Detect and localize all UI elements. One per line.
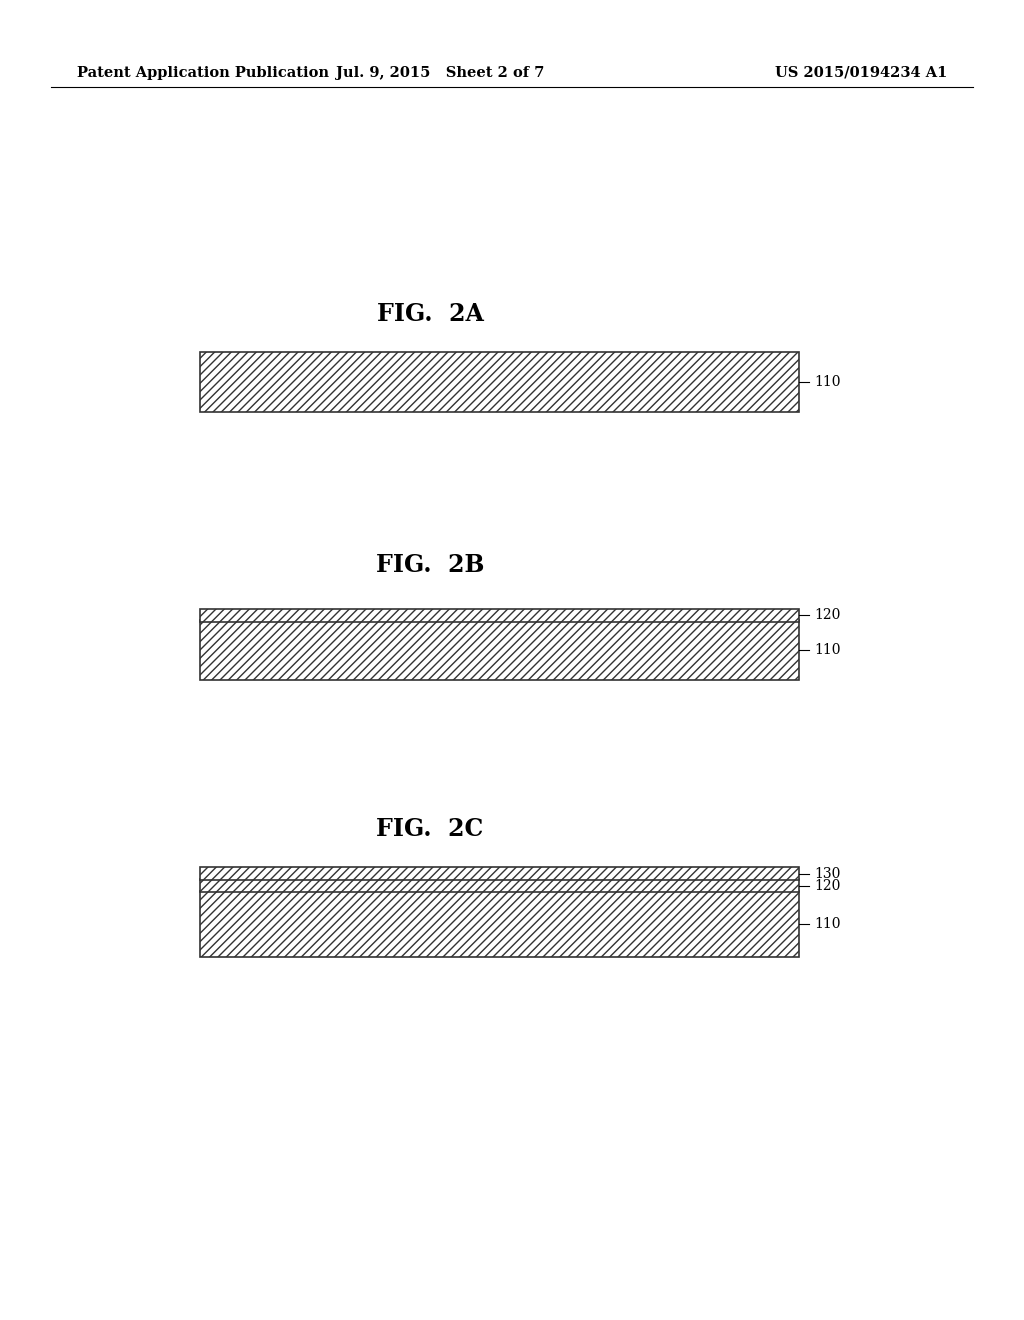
Text: 120: 120 [814, 879, 841, 892]
Text: 110: 110 [814, 375, 841, 389]
Text: FIG.  2A: FIG. 2A [377, 302, 483, 326]
Text: 110: 110 [814, 643, 841, 657]
Text: 120: 120 [814, 609, 841, 622]
Bar [200, 891, 799, 957]
Bar [200, 352, 799, 412]
Text: FIG.  2B: FIG. 2B [376, 553, 484, 577]
Bar [200, 867, 799, 880]
Text: FIG.  2C: FIG. 2C [377, 817, 483, 841]
Bar [200, 609, 799, 622]
Bar [200, 620, 799, 680]
Text: Patent Application Publication: Patent Application Publication [77, 66, 329, 79]
Text: 130: 130 [814, 867, 841, 880]
Bar [200, 879, 799, 892]
Text: 110: 110 [814, 917, 841, 931]
Text: US 2015/0194234 A1: US 2015/0194234 A1 [775, 66, 947, 79]
Text: Jul. 9, 2015   Sheet 2 of 7: Jul. 9, 2015 Sheet 2 of 7 [336, 66, 545, 79]
